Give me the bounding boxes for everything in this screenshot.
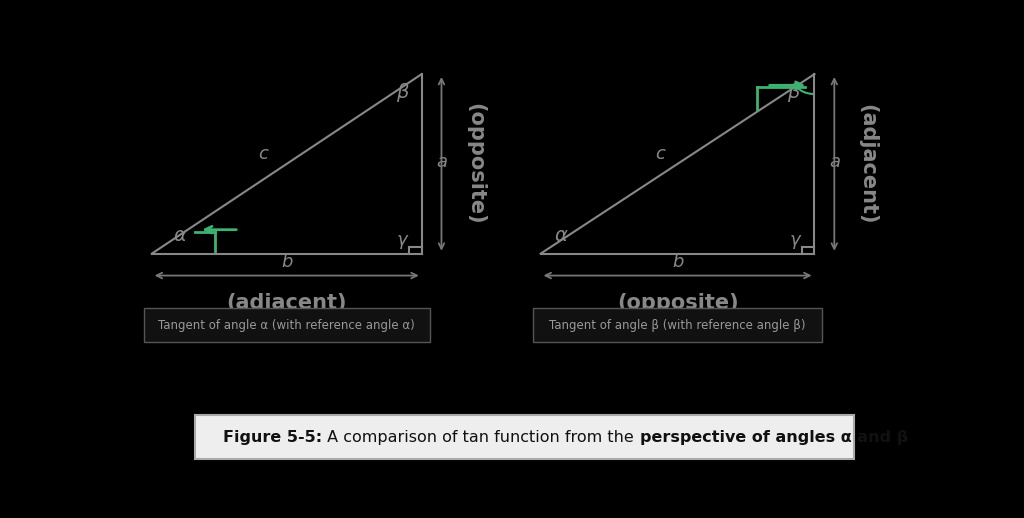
Text: b: b [672,253,683,270]
Text: (opposite): (opposite) [465,103,484,225]
Text: Figure 5-5:: Figure 5-5: [223,429,323,444]
Text: c: c [654,145,665,163]
Text: (opposite): (opposite) [616,294,738,313]
Text: c: c [258,145,268,163]
Text: α: α [554,226,567,245]
FancyBboxPatch shape [196,415,854,459]
Text: (adjacent): (adjacent) [858,104,878,224]
Text: β: β [786,82,800,102]
Text: perspective of angles α and β: perspective of angles α and β [640,429,908,444]
FancyBboxPatch shape [532,308,822,342]
FancyBboxPatch shape [143,308,430,342]
Text: b: b [281,253,293,270]
Text: α: α [173,226,186,245]
Text: β: β [395,82,408,102]
Text: γ: γ [396,231,408,249]
Text: γ: γ [790,231,800,249]
Text: A comparison of tan function from the: A comparison of tan function from the [323,429,639,444]
Text: a: a [828,153,840,171]
Text: (adjacent): (adjacent) [226,294,347,313]
Text: a: a [436,153,446,171]
Text: Tangent of angle α (with reference angle α): Tangent of angle α (with reference angle… [159,319,415,332]
Text: Tangent of angle β (with reference angle β): Tangent of angle β (with reference angle… [549,319,806,332]
